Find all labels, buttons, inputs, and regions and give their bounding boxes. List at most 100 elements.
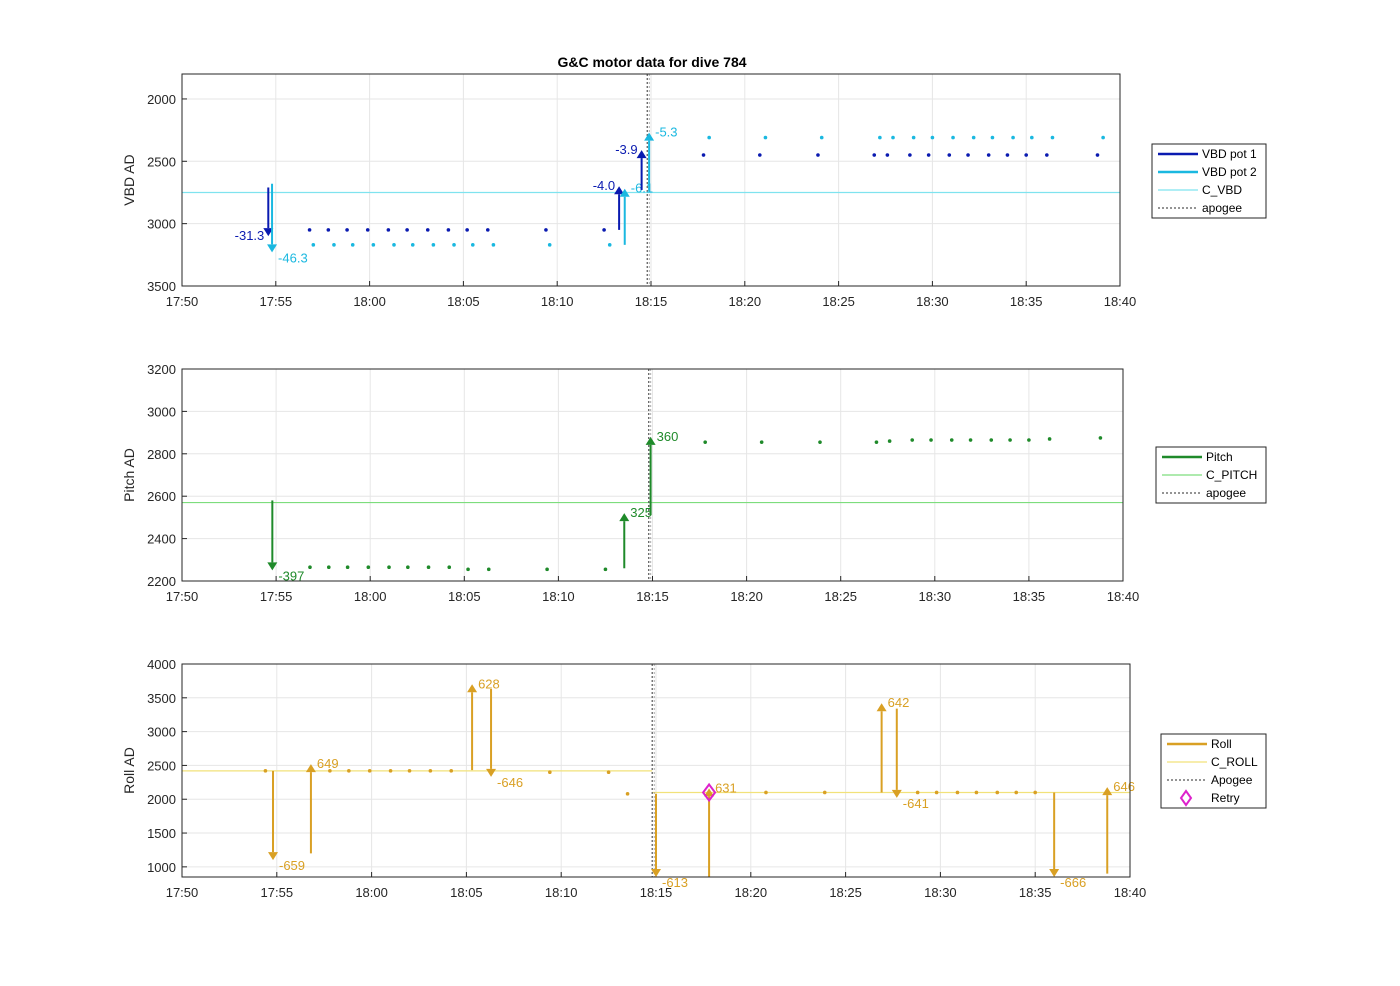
arrow-head xyxy=(644,132,655,141)
x-tick-label: 18:10 xyxy=(542,589,575,604)
legend-label: VBD pot 1 xyxy=(1202,147,1257,161)
x-tick-label: 18:40 xyxy=(1104,294,1137,309)
legend-label: Pitch xyxy=(1206,450,1233,464)
x-tick-label: 18:00 xyxy=(355,885,388,900)
y-axis-label: Roll AD xyxy=(121,747,137,794)
x-tick-label: 18:25 xyxy=(824,589,857,604)
data-point xyxy=(822,790,827,795)
legend-label: Retry xyxy=(1211,791,1240,805)
arrow-label: 642 xyxy=(888,695,910,710)
arrow-head xyxy=(619,188,630,197)
plot-frame xyxy=(181,368,1124,582)
arrow-label: -4.0 xyxy=(593,178,615,193)
data-point xyxy=(930,135,935,140)
arrow-label: -5.3 xyxy=(655,125,677,140)
data-point xyxy=(1047,437,1052,441)
legend-label: C_ROLL xyxy=(1211,755,1258,769)
data-point xyxy=(308,565,312,570)
panels: 17:50 17:55 18:00 18:05 18:10 18:15 18:20 18:25… xyxy=(121,73,1267,900)
data-point xyxy=(545,567,549,572)
data-point xyxy=(929,438,933,442)
data-point xyxy=(1005,153,1010,157)
arrow-label: -3.9 xyxy=(615,142,637,157)
x-tick-label: 18:05 xyxy=(447,294,480,309)
legend-box xyxy=(1151,143,1267,219)
x-tick-label: 18:00 xyxy=(353,294,386,309)
x-tick-label: 17:50 xyxy=(166,294,199,309)
data-point xyxy=(1027,438,1031,442)
data-point xyxy=(544,228,548,232)
x-tick-label: 17:50 xyxy=(166,589,199,604)
arrow-head xyxy=(636,150,647,159)
y-tick-label: 2400 xyxy=(147,532,176,547)
data-point xyxy=(547,243,552,247)
data-point xyxy=(819,135,824,140)
data-point xyxy=(951,135,955,140)
x-tick-label: 18:20 xyxy=(735,885,768,900)
arrow-label: 628 xyxy=(478,676,500,691)
y-tick-label: 2500 xyxy=(147,154,176,169)
data-point xyxy=(452,243,456,247)
x-tick-label: 18:00 xyxy=(354,589,387,604)
data-point xyxy=(887,439,892,443)
data-point xyxy=(1011,135,1015,140)
data-point xyxy=(607,243,612,247)
x-tick-label: 17:55 xyxy=(261,885,294,900)
x-tick-label: 18:15 xyxy=(635,294,668,309)
legend-box xyxy=(1160,733,1267,809)
arrow-label: -31.3 xyxy=(235,228,265,243)
data-point xyxy=(763,135,768,140)
data-point xyxy=(602,228,606,232)
data-point xyxy=(388,769,393,773)
arrow-label: 631 xyxy=(715,780,737,795)
data-point xyxy=(955,790,960,795)
data-point xyxy=(603,567,608,572)
x-tick-label: 18:15 xyxy=(640,885,673,900)
arrow-head xyxy=(268,852,279,861)
arrow-head xyxy=(619,513,630,522)
arrow-label: 646 xyxy=(1113,779,1135,794)
data-point xyxy=(990,135,995,140)
data-point xyxy=(1030,135,1034,140)
arrow-label: -659 xyxy=(279,858,305,873)
arrow-label: 360 xyxy=(657,429,679,444)
data-point xyxy=(926,153,931,157)
y-tick-label: 2000 xyxy=(147,792,176,807)
data-point xyxy=(874,440,879,444)
legend-label: Apogee xyxy=(1211,773,1253,787)
x-tick-label: 18:20 xyxy=(730,589,763,604)
data-point xyxy=(606,770,611,774)
data-point xyxy=(1045,153,1049,157)
arrow-label: -46.3 xyxy=(278,250,308,265)
data-point xyxy=(818,440,822,444)
data-point xyxy=(885,153,890,157)
arrow-head xyxy=(267,562,278,571)
legend-label: C_PITCH xyxy=(1206,468,1257,482)
data-point xyxy=(466,567,470,572)
data-point xyxy=(485,228,490,232)
arrow-head xyxy=(645,436,656,445)
data-point xyxy=(350,243,355,247)
arrow-head xyxy=(267,244,278,253)
data-point xyxy=(446,228,451,232)
data-point xyxy=(406,565,410,570)
arrow-head xyxy=(876,703,887,712)
data-point xyxy=(405,228,409,232)
data-point xyxy=(915,790,920,795)
data-point xyxy=(764,790,768,795)
data-point xyxy=(386,228,391,232)
data-point xyxy=(366,565,371,570)
data-point xyxy=(1014,790,1019,795)
y-tick-label: 3000 xyxy=(147,404,176,419)
data-point xyxy=(701,153,706,157)
data-point xyxy=(934,790,939,795)
arrow-head xyxy=(1102,787,1113,796)
legend-label: VBD pot 2 xyxy=(1202,165,1257,179)
arrow-head xyxy=(1049,869,1060,877)
arrow-head xyxy=(486,768,497,777)
data-point xyxy=(872,153,877,157)
y-tick-label: 3500 xyxy=(147,691,176,706)
x-tick-label: 18:30 xyxy=(919,589,952,604)
